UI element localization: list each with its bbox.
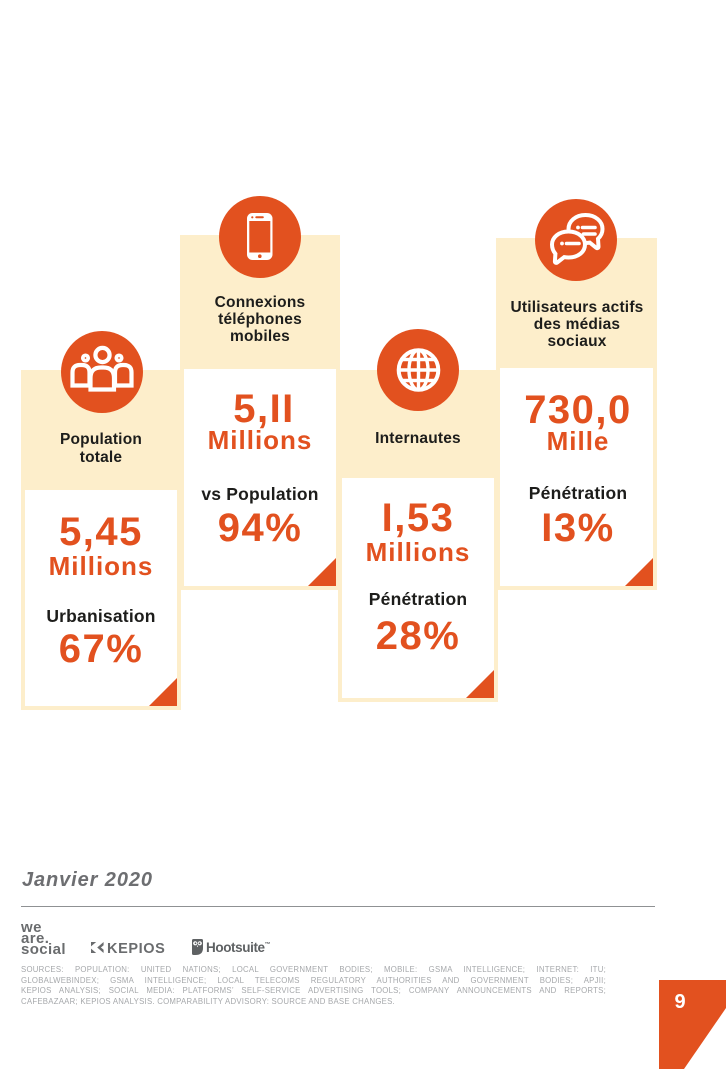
svg-text:9: 9 xyxy=(674,991,685,1013)
